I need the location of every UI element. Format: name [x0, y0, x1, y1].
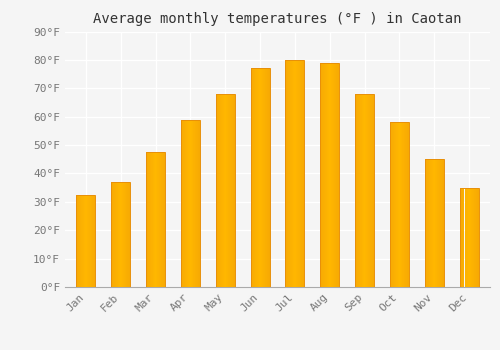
- Bar: [216, 94, 235, 287]
- Bar: [181, 119, 200, 287]
- Bar: [390, 122, 409, 287]
- Bar: [250, 68, 270, 287]
- Bar: [355, 94, 374, 287]
- Bar: [146, 152, 165, 287]
- Bar: [460, 188, 478, 287]
- Bar: [286, 60, 304, 287]
- Bar: [111, 182, 130, 287]
- Bar: [76, 195, 96, 287]
- Bar: [320, 63, 340, 287]
- Bar: [424, 159, 444, 287]
- Title: Average monthly temperatures (°F ) in Caotan: Average monthly temperatures (°F ) in Ca…: [93, 12, 462, 26]
